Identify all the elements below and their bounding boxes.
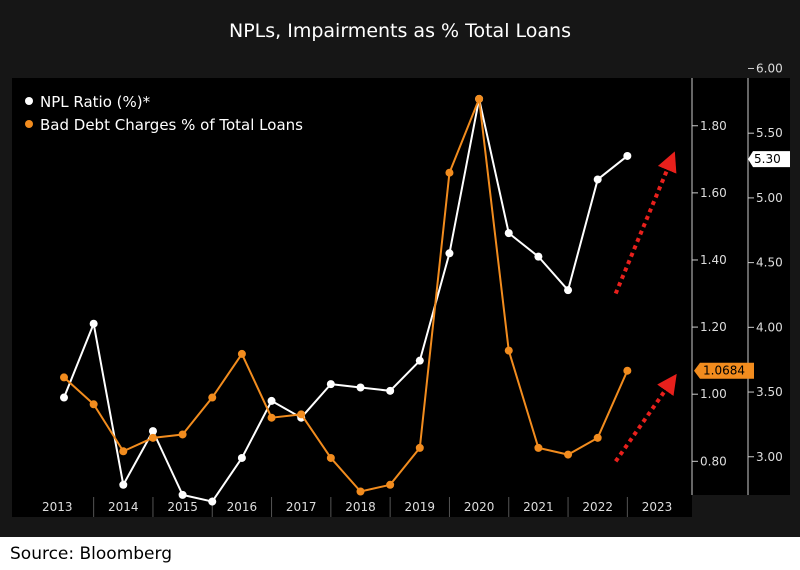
x-tick-label: 2016 [227,500,258,514]
legend-marker-npl [25,97,33,105]
right-tick-label: 4.50 [756,256,783,270]
x-tick-label: 2014 [108,500,139,514]
bad-debt-last-value-label: 1.0684 [703,364,745,378]
npl-point [445,249,454,258]
npl-point [267,396,276,405]
bad-debt-point [237,349,246,358]
x-axis-band [12,495,692,517]
annotation-arrows [613,151,677,463]
bad-debt-point [208,393,217,402]
npl-point [89,319,98,328]
bad-debt-point [60,373,68,382]
left-tick-label: 1.60 [700,186,727,200]
chart-title: NPLs, Impairments as % Total Loans [0,0,800,62]
right-axis-panel [692,78,790,495]
left-tick-label: 1.80 [700,119,727,133]
bad-debt-point [534,443,543,452]
x-tick-label: 2021 [523,500,554,514]
npl-point [564,286,573,295]
x-tick-label: 2015 [167,500,198,514]
bad-debt-point [267,413,276,422]
npl-series-line [63,97,628,503]
left-tick-label: 0.80 [700,454,727,468]
npl-point [504,229,513,238]
right-tick-label: 5.00 [756,191,783,205]
bad-debt-point [356,487,365,496]
npl-point [326,380,335,389]
x-tick-label: 2022 [582,500,613,514]
npl-point [415,356,424,365]
right-tick-label: 5.50 [756,126,783,140]
x-tick-label: 2019 [405,500,436,514]
x-tick-label: 2017 [286,500,317,514]
npl-last-value-label: 5.30 [754,152,781,166]
source-caption: Source: Bloomberg [0,537,800,570]
bad-debt-point [148,433,157,442]
npl-point [237,453,246,462]
x-axis: 2013 2014 2015 2016 2017 2018 2019 2020 2021 2022… [42,497,672,517]
bad-debt-point [445,168,454,177]
npl-point [623,151,632,160]
npl-point [178,490,187,499]
legend-label-npl: NPL Ratio (%)* [40,93,151,111]
legend-marker-bad-debt [25,120,33,128]
bad-debt-point [475,94,484,103]
bad-debt-point [386,480,395,489]
bad-debt-point [326,453,335,462]
x-tick-label: 2018 [345,500,376,514]
right-tick-label: 6.00 [756,62,783,75]
legend: NPL Ratio (%)* Bad Debt Charges % of Tot… [16,86,334,138]
bad-debt-last-value-tag [694,362,754,379]
left-tick-label: 1.20 [700,320,727,334]
x-tick-label: 2023 [642,500,673,514]
npl-point [386,386,395,395]
bad-debt-point [623,366,632,375]
npl-point [356,383,365,392]
legend-label-bad-debt: Bad Debt Charges % of Total Loans [40,116,303,134]
left-tick-label: 1.00 [700,387,727,401]
chart-canvas: 2013 2014 2015 2016 2017 2018 2019 2020 2021 2022… [0,62,800,537]
plot-area [12,78,692,495]
npl-point [60,393,68,402]
npl-point [534,252,543,261]
bad-debt-point [415,443,424,452]
right-tick-label: 3.50 [756,385,783,399]
bad-debt-point [504,346,513,355]
bad-debt-point [297,410,306,419]
x-tick-label: 2020 [464,500,495,514]
right-tick-label: 4.00 [756,320,783,334]
npl-point [593,175,602,184]
right-axis: 3.00 3.50 4.00 4.50 5.00 5.50 6.00 [747,62,783,495]
bad-debt-point [564,450,573,459]
left-axis: 0.80 1.00 1.20 1.40 1.60 1.80 [691,78,727,495]
series-layer: 5.30 1.0684 [60,94,790,506]
right-tick-label: 3.00 [756,450,783,464]
bad-debt-point [593,433,602,442]
npl-point [208,497,217,506]
bad-debt-point [89,400,98,409]
x-tick-label: 2013 [42,500,73,514]
npl-point [119,480,128,489]
npl-point [148,427,157,436]
left-tick-label: 1.40 [700,253,727,267]
bad-debt-point [178,430,187,439]
bad-debt-point [119,447,128,456]
red-trend-arrow [614,373,677,463]
npl-last-value-tag [748,151,790,168]
bad-debt-series-line [63,97,629,493]
